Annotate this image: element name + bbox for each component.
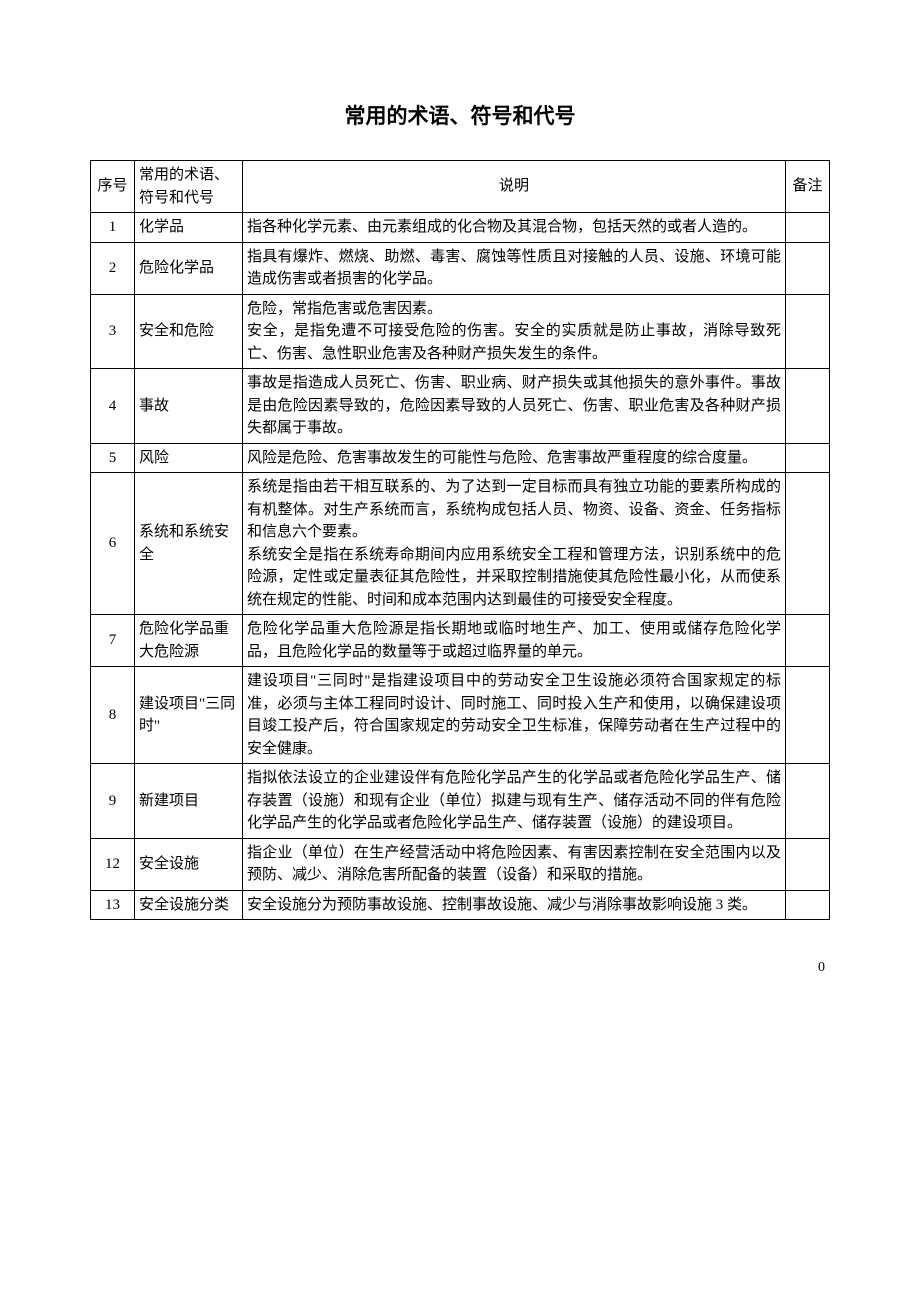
table-row: 8建设项目"三同时"建设项目"三同时"是指建设项目中的劳动安全卫生设施必须符合国… — [91, 667, 830, 764]
cell-note — [786, 615, 830, 667]
table-row: 5风险风险是危险、危害事故发生的可能性与危险、危害事故严重程度的综合度量。 — [91, 443, 830, 473]
cell-seq: 9 — [91, 764, 135, 839]
cell-term: 事故 — [135, 369, 243, 444]
document-title: 常用的术语、符号和代号 — [90, 100, 830, 130]
cell-term: 危险化学品 — [135, 242, 243, 294]
cell-note — [786, 890, 830, 920]
cell-note — [786, 242, 830, 294]
table-row: 3安全和危险危险，常指危害或危害因素。 安全，是指免遭不可接受危险的伤害。安全的… — [91, 294, 830, 369]
cell-note — [786, 213, 830, 243]
cell-desc: 安全设施分为预防事故设施、控制事故设施、减少与消除事故影响设施 3 类。 — [243, 890, 786, 920]
table-row: 2危险化学品指具有爆炸、燃烧、助燃、毒害、腐蚀等性质且对接触的人员、设施、环境可… — [91, 242, 830, 294]
cell-term: 安全设施分类 — [135, 890, 243, 920]
header-desc: 说明 — [243, 161, 786, 213]
cell-desc: 建设项目"三同时"是指建设项目中的劳动安全卫生设施必须符合国家规定的标准，必须与… — [243, 667, 786, 764]
cell-desc: 风险是危险、危害事故发生的可能性与危险、危害事故严重程度的综合度量。 — [243, 443, 786, 473]
cell-seq: 1 — [91, 213, 135, 243]
cell-note — [786, 667, 830, 764]
cell-desc: 危险，常指危害或危害因素。 安全，是指免遭不可接受危险的伤害。安全的实质就是防止… — [243, 294, 786, 369]
cell-term: 新建项目 — [135, 764, 243, 839]
cell-desc: 指各种化学元素、由元素组成的化合物及其混合物，包括天然的或者人造的。 — [243, 213, 786, 243]
cell-term: 化学品 — [135, 213, 243, 243]
cell-note — [786, 443, 830, 473]
cell-seq: 2 — [91, 242, 135, 294]
table-row: 1化学品指各种化学元素、由元素组成的化合物及其混合物，包括天然的或者人造的。 — [91, 213, 830, 243]
table-row: 6系统和系统安全系统是指由若干相互联系的、为了达到一定目标而具有独立功能的要素所… — [91, 473, 830, 615]
cell-desc: 指企业（单位）在生产经营活动中将危险因素、有害因素控制在安全范围内以及预防、减少… — [243, 838, 786, 890]
cell-desc: 指具有爆炸、燃烧、助燃、毒害、腐蚀等性质且对接触的人员、设施、环境可能造成伤害或… — [243, 242, 786, 294]
cell-desc: 危险化学品重大危险源是指长期地或临时地生产、加工、使用或储存危险化学品，且危险化… — [243, 615, 786, 667]
cell-term: 危险化学品重大危险源 — [135, 615, 243, 667]
cell-note — [786, 294, 830, 369]
cell-seq: 12 — [91, 838, 135, 890]
header-seq: 序号 — [91, 161, 135, 213]
cell-seq: 6 — [91, 473, 135, 615]
table-row: 9新建项目指拟依法设立的企业建设伴有危险化学品产生的化学品或者危险化学品生产、储… — [91, 764, 830, 839]
cell-seq: 5 — [91, 443, 135, 473]
cell-desc: 指拟依法设立的企业建设伴有危险化学品产生的化学品或者危险化学品生产、储存装置（设… — [243, 764, 786, 839]
cell-desc: 系统是指由若干相互联系的、为了达到一定目标而具有独立功能的要素所构成的有机整体。… — [243, 473, 786, 615]
header-note: 备注 — [786, 161, 830, 213]
cell-term: 安全设施 — [135, 838, 243, 890]
table-body: 序号 常用的术语、符号和代号 说明 备注 1化学品指各种化学元素、由元素组成的化… — [91, 161, 830, 920]
header-term: 常用的术语、符号和代号 — [135, 161, 243, 213]
cell-seq: 13 — [91, 890, 135, 920]
cell-seq: 3 — [91, 294, 135, 369]
table-header-row: 序号 常用的术语、符号和代号 说明 备注 — [91, 161, 830, 213]
cell-seq: 8 — [91, 667, 135, 764]
cell-note — [786, 473, 830, 615]
table-row: 13安全设施分类安全设施分为预防事故设施、控制事故设施、减少与消除事故影响设施 … — [91, 890, 830, 920]
cell-note — [786, 369, 830, 444]
cell-note — [786, 764, 830, 839]
table-row: 12安全设施指企业（单位）在生产经营活动中将危险因素、有害因素控制在安全范围内以… — [91, 838, 830, 890]
cell-desc: 事故是指造成人员死亡、伤害、职业病、财产损失或其他损失的意外事件。事故是由危险因… — [243, 369, 786, 444]
page-number: 0 — [90, 960, 830, 976]
cell-term: 系统和系统安全 — [135, 473, 243, 615]
cell-term: 风险 — [135, 443, 243, 473]
terms-table: 序号 常用的术语、符号和代号 说明 备注 1化学品指各种化学元素、由元素组成的化… — [90, 160, 830, 920]
cell-term: 安全和危险 — [135, 294, 243, 369]
cell-term: 建设项目"三同时" — [135, 667, 243, 764]
cell-seq: 4 — [91, 369, 135, 444]
table-row: 4事故事故是指造成人员死亡、伤害、职业病、财产损失或其他损失的意外事件。事故是由… — [91, 369, 830, 444]
cell-note — [786, 838, 830, 890]
table-row: 7危险化学品重大危险源危险化学品重大危险源是指长期地或临时地生产、加工、使用或储… — [91, 615, 830, 667]
cell-seq: 7 — [91, 615, 135, 667]
